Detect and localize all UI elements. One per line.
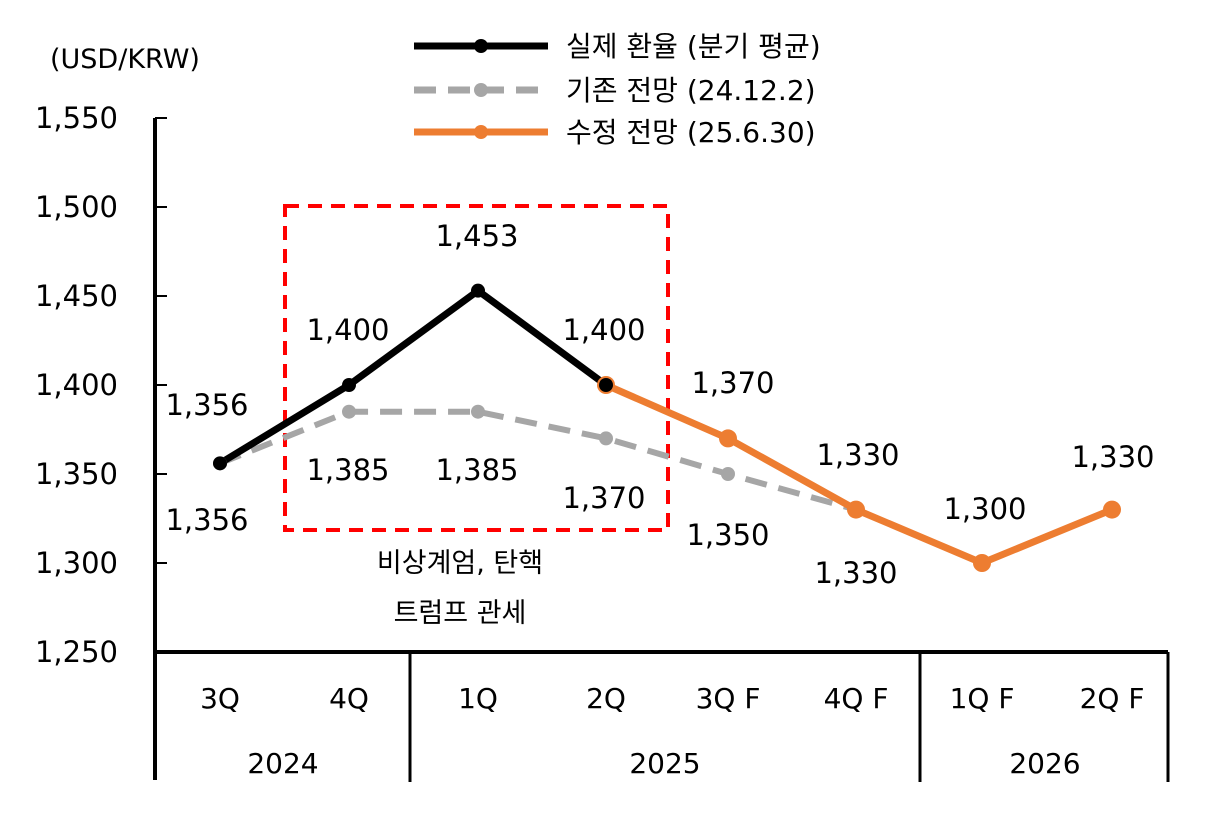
data-point bbox=[599, 378, 613, 392]
series-line bbox=[604, 381, 1114, 567]
legend-marker bbox=[474, 83, 488, 97]
data-point bbox=[471, 283, 485, 298]
year-label: 2025 bbox=[629, 747, 700, 780]
data-point bbox=[973, 554, 991, 572]
legend-label: 수정 전망 (25.6.30) bbox=[566, 116, 816, 149]
data-point bbox=[721, 467, 735, 481]
series-line bbox=[218, 287, 609, 467]
data-label: 1,356 bbox=[165, 388, 248, 422]
data-labels: 1,356 1,400 1,453 1,400 1,356 1,385 1,385 1,370… bbox=[165, 219, 1154, 590]
x-category-label: 3Q bbox=[200, 682, 240, 715]
y-tick-label: 1,250 bbox=[35, 635, 118, 669]
data-point bbox=[1103, 500, 1121, 519]
data-label: 1,330 bbox=[1071, 440, 1154, 474]
x-category-label: 3Q F bbox=[696, 682, 761, 715]
x-category-label: 4Q F bbox=[824, 682, 889, 715]
y-tick-label: 1,350 bbox=[35, 457, 118, 491]
legend: 실제 환율 (분기 평균) 기존 전망 (24.12.2) 수정 전망 (25.6.… bbox=[414, 30, 821, 149]
y-axis-ticks: 1,250 1,300 1,350 1,400 1,450 1,500 1,550 bbox=[35, 101, 167, 669]
year-label: 2024 bbox=[247, 747, 318, 780]
data-point bbox=[599, 431, 613, 446]
data-point bbox=[342, 404, 356, 419]
data-point bbox=[213, 456, 227, 471]
data-point bbox=[719, 429, 737, 448]
y-tick-label: 1,500 bbox=[35, 190, 118, 224]
y-tick-label: 1,400 bbox=[35, 368, 118, 402]
legend-label: 기존 전망 (24.12.2) bbox=[566, 74, 816, 107]
data-label: 1,370 bbox=[562, 481, 645, 515]
series-line bbox=[218, 408, 857, 513]
data-label: 1,370 bbox=[691, 366, 774, 400]
data-label: 1,400 bbox=[562, 313, 645, 347]
series-points bbox=[213, 283, 1121, 572]
data-point bbox=[342, 378, 356, 392]
y-tick-label: 1,300 bbox=[35, 546, 118, 580]
data-label: 1,453 bbox=[435, 219, 518, 253]
x-category-label: 1Q bbox=[458, 682, 498, 715]
x-category-label: 4Q bbox=[329, 682, 369, 715]
unit-label: (USD/KRW) bbox=[50, 44, 200, 75]
axes bbox=[153, 118, 1170, 782]
data-point bbox=[847, 500, 865, 519]
x-axis-categories: 3Q 4Q 1Q 2Q 3Q F 4Q F 1Q F 2Q F 2024 2025 2026 bbox=[200, 682, 1144, 780]
x-category-label: 2Q F bbox=[1080, 682, 1145, 715]
data-point bbox=[471, 404, 485, 419]
highlight-note: 비상계엄, 탄핵 bbox=[377, 548, 543, 579]
x-category-label: 1Q F bbox=[950, 682, 1015, 715]
y-tick-label: 1,450 bbox=[35, 279, 118, 313]
data-label: 1,385 bbox=[306, 453, 389, 487]
legend-marker bbox=[474, 39, 488, 53]
data-label: 1,330 bbox=[816, 438, 899, 472]
year-label: 2026 bbox=[1009, 747, 1080, 780]
data-label: 1,300 bbox=[943, 492, 1026, 526]
data-label: 1,356 bbox=[165, 503, 248, 537]
data-label: 1,330 bbox=[814, 556, 897, 590]
y-tick-label: 1,550 bbox=[35, 101, 118, 135]
data-label: 1,350 bbox=[686, 518, 769, 552]
highlight-note: 트럼프 관세 bbox=[394, 598, 527, 629]
legend-marker bbox=[474, 125, 488, 139]
legend-label: 실제 환율 (분기 평균) bbox=[566, 30, 821, 63]
data-label: 1,385 bbox=[435, 453, 518, 487]
x-category-label: 2Q bbox=[586, 682, 626, 715]
data-label: 1,400 bbox=[306, 313, 389, 347]
highlight-box bbox=[283, 204, 670, 532]
